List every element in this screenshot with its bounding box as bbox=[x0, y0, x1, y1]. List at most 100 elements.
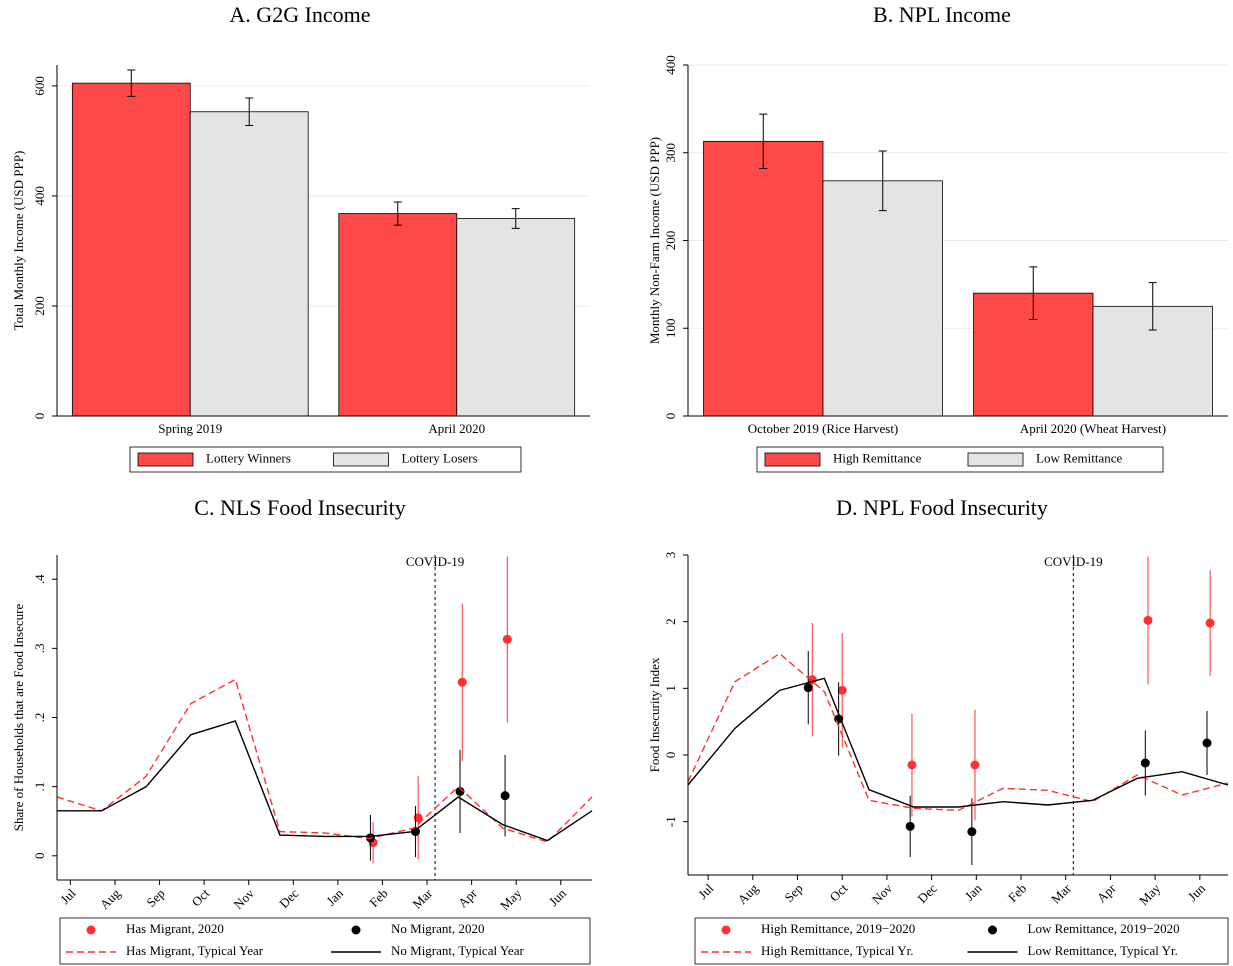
legend-label: High Remittance bbox=[833, 450, 922, 465]
point bbox=[502, 634, 512, 644]
x-tick-label: Jul bbox=[695, 880, 717, 902]
x-tick-label: Jul bbox=[57, 885, 79, 907]
y-tick-label: 2 bbox=[663, 618, 678, 625]
y-tick-label: -1 bbox=[663, 816, 678, 827]
error-bar bbox=[1148, 282, 1157, 331]
bar bbox=[456, 218, 576, 417]
line bbox=[687, 677, 1229, 808]
legend-label: High Remittance, 2019−2020 bbox=[761, 921, 915, 936]
legend-label: Low Remittance, 2019−2020 bbox=[1028, 921, 1180, 936]
x-tick-label: Jun bbox=[546, 885, 570, 909]
x-tick-label: Sep bbox=[781, 881, 805, 905]
x-tick-label: Sep bbox=[143, 886, 167, 910]
error-bar bbox=[511, 208, 520, 229]
error-bar bbox=[393, 201, 402, 226]
chart-title: B. NPL Income bbox=[873, 2, 1011, 27]
legend-swatch bbox=[988, 925, 997, 935]
y-tick-label: .1 bbox=[32, 782, 47, 792]
point bbox=[1143, 615, 1153, 625]
bar bbox=[822, 180, 943, 417]
bar bbox=[71, 82, 191, 417]
y-axis-label: Share of Households that are Food Insecu… bbox=[11, 604, 26, 832]
legend-box bbox=[694, 917, 1229, 965]
x-tick-label: Dec bbox=[276, 885, 302, 911]
y-axis-label: Food Insecurity Index bbox=[647, 657, 662, 772]
point bbox=[1140, 758, 1150, 768]
x-tick-label: Spring 2019 bbox=[158, 421, 222, 436]
bar bbox=[189, 111, 309, 417]
point bbox=[500, 791, 510, 801]
y-tick-label: .4 bbox=[32, 574, 47, 584]
bar bbox=[338, 213, 458, 417]
y-tick-label: 0 bbox=[663, 752, 678, 759]
y-tick-label: 1 bbox=[663, 685, 678, 692]
legend-swatch bbox=[351, 925, 361, 935]
y-tick-label: 600 bbox=[32, 76, 47, 96]
legend-label: Low Remittance bbox=[1036, 450, 1123, 465]
legend-label: Has Migrant, 2020 bbox=[126, 921, 224, 936]
error-bar bbox=[245, 97, 254, 127]
point bbox=[1205, 618, 1215, 628]
y-axis-label: Monthly Non-Farm Income (USD PPP) bbox=[647, 137, 662, 344]
line bbox=[57, 720, 593, 842]
x-tick-label: May bbox=[497, 885, 525, 913]
legend-box bbox=[756, 446, 1164, 473]
point bbox=[803, 683, 813, 693]
covid-label: COVID-19 bbox=[406, 554, 465, 569]
x-tick-label: April 2020 bbox=[428, 421, 485, 436]
legend-label: No Migrant, 2020 bbox=[391, 921, 485, 936]
legend-swatch bbox=[764, 452, 821, 467]
x-tick-label: Mar bbox=[409, 885, 435, 911]
y-tick-label: 200 bbox=[32, 296, 47, 316]
error-bar bbox=[878, 150, 887, 212]
legend-swatch bbox=[967, 452, 1024, 467]
chart-title: A. G2G Income bbox=[229, 2, 370, 27]
x-tick-label: Aug bbox=[97, 885, 124, 912]
y-tick-label: 100 bbox=[663, 319, 678, 339]
covid-label: COVID-19 bbox=[1044, 554, 1103, 569]
line bbox=[687, 652, 1229, 812]
y-tick-label: 300 bbox=[663, 143, 678, 163]
y-tick-label: .2 bbox=[32, 713, 47, 723]
point bbox=[1202, 738, 1212, 748]
error-bar bbox=[759, 113, 768, 170]
y-tick-label: 0 bbox=[32, 853, 47, 860]
y-tick-label: 0 bbox=[663, 413, 678, 420]
legend-label: High Remittance, Typical Yr. bbox=[761, 943, 914, 958]
x-tick-label: Oct bbox=[188, 885, 212, 909]
y-tick-label: .3 bbox=[32, 643, 47, 653]
x-tick-label: Jan bbox=[962, 880, 985, 903]
x-tick-label: Jan bbox=[323, 885, 346, 908]
legend-label: Lottery Winners bbox=[206, 450, 291, 465]
x-tick-label: Aug bbox=[735, 880, 762, 907]
legend-label: Low Remittance, Typical Yr. bbox=[1028, 943, 1178, 958]
legend-swatch bbox=[86, 925, 96, 935]
x-tick-label: April 2020 (Wheat Harvest) bbox=[1020, 421, 1166, 436]
x-tick-label: October 2019 (Rice Harvest) bbox=[748, 421, 899, 436]
point bbox=[457, 677, 467, 687]
chart-title: D. NPL Food Insecurity bbox=[836, 495, 1048, 520]
legend-box bbox=[129, 446, 522, 473]
x-tick-label: Feb bbox=[366, 886, 390, 910]
x-tick-label: Jun bbox=[1185, 880, 1209, 904]
x-tick-label: Nov bbox=[869, 880, 896, 907]
legend-label: No Migrant, Typical Year bbox=[391, 943, 524, 958]
x-tick-label: Mar bbox=[1048, 880, 1074, 906]
chart-title: C. NLS Food Insecurity bbox=[194, 495, 405, 520]
x-tick-label: Feb bbox=[1005, 881, 1029, 905]
point bbox=[970, 760, 980, 770]
x-tick-label: May bbox=[1136, 880, 1164, 908]
error-bar bbox=[127, 69, 136, 97]
line bbox=[56, 678, 593, 843]
y-tick-label: 200 bbox=[663, 231, 678, 251]
legend-swatch bbox=[137, 452, 194, 467]
point bbox=[967, 827, 977, 837]
y-tick-label: 400 bbox=[663, 55, 678, 75]
x-tick-label: Nov bbox=[231, 885, 258, 912]
legend-label: Lottery Losers bbox=[402, 450, 478, 465]
point bbox=[907, 760, 917, 770]
legend-box bbox=[59, 917, 591, 965]
y-tick-label: 0 bbox=[32, 413, 47, 420]
error-bar bbox=[1029, 266, 1038, 320]
